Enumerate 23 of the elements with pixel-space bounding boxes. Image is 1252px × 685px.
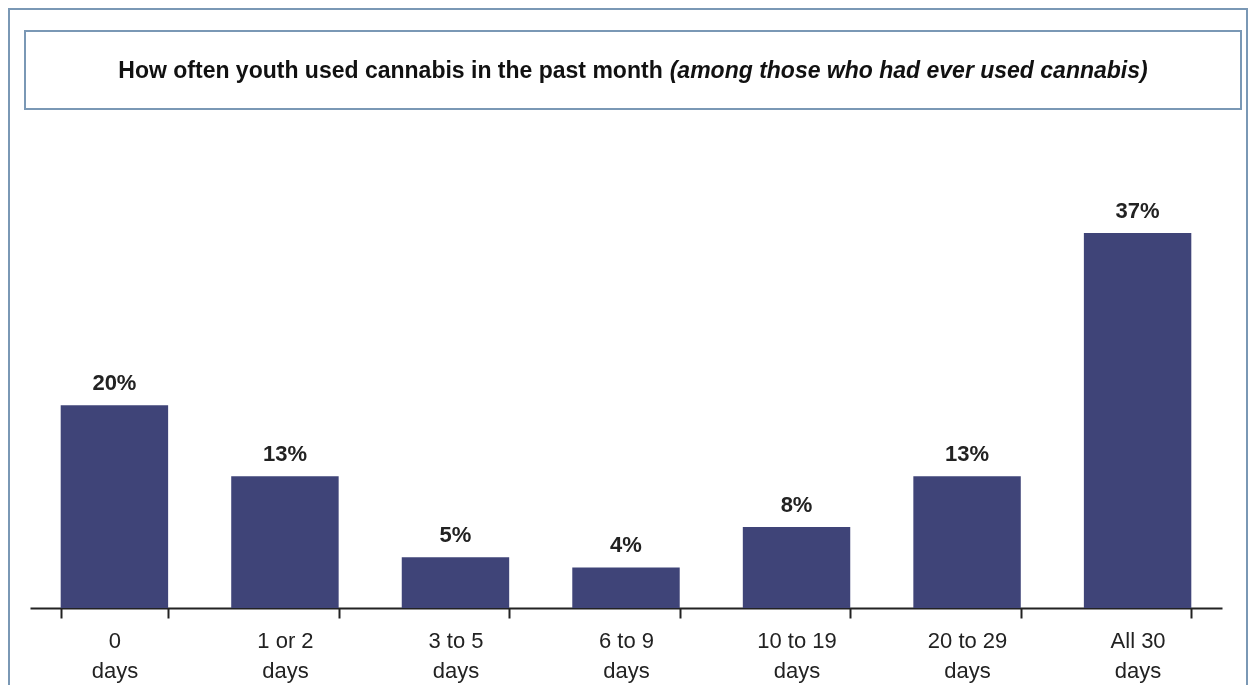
- chart-title: How often youth used cannabis in the past month: [118, 56, 663, 84]
- data-label: 37%: [1115, 198, 1160, 223]
- x-tick-label: 0 days: [91, 627, 139, 683]
- x-tick-label: 10 to 19 days: [757, 627, 837, 683]
- x-tick-label: 3 to 5 days: [428, 627, 484, 683]
- x-tick-label: 1 or 2 days: [257, 627, 314, 683]
- x-tick-label: All 30 days: [1110, 627, 1166, 683]
- data-label: 5%: [439, 522, 472, 548]
- chart-subtitle: (among those who had ever used cannabis): [669, 56, 1148, 84]
- data-label: 20%: [92, 370, 137, 396]
- x-tick-label: 6 to 9 days: [598, 627, 655, 683]
- bar: [60, 405, 169, 608]
- bar: [913, 476, 1021, 608]
- bar: [572, 567, 680, 608]
- data-label: 8%: [780, 491, 813, 517]
- bar: [742, 526, 851, 608]
- data-label: 13%: [262, 441, 307, 467]
- data-label: 4%: [610, 532, 642, 558]
- bar: [401, 557, 510, 608]
- bar: [1083, 233, 1192, 608]
- data-label: 13%: [945, 441, 990, 467]
- bar: [231, 476, 339, 608]
- x-tick-label: 20 to 29 days: [927, 627, 1008, 683]
